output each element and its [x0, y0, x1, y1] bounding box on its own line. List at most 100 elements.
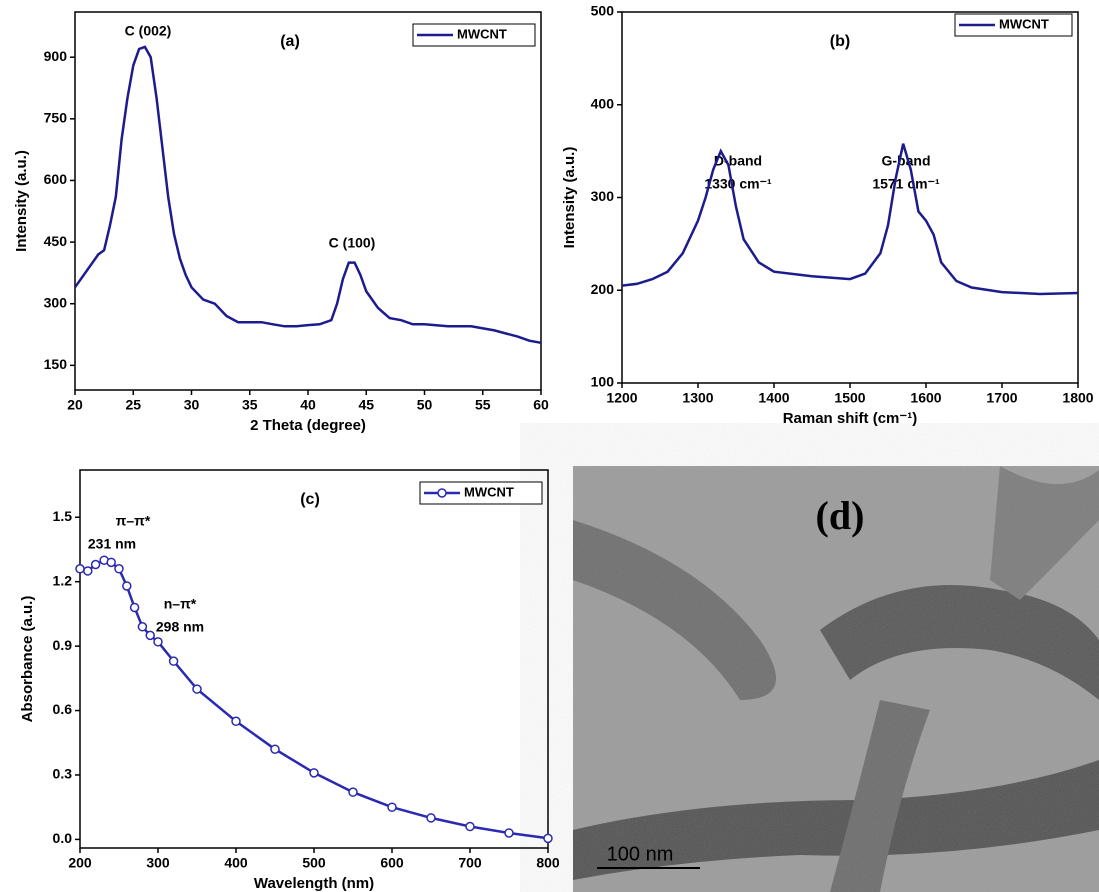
data-point [504, 828, 514, 838]
x-tick-label: 400 [224, 855, 248, 871]
x-tick-label: 500 [302, 855, 326, 871]
y-tick-label: 0.0 [53, 830, 73, 846]
panel: 200 300 400 500 600 700 800 0.0 0.3 0.6 0.9 1.2 1.5 W… [19, 469, 560, 892]
series-line [79, 558, 549, 840]
data-point [90, 559, 101, 570]
legend-label: MWCNT [999, 16, 1049, 31]
data-point [129, 602, 140, 613]
plot-frame [621, 11, 1079, 384]
x-tick-label: 55 [475, 397, 491, 413]
data-point [387, 802, 397, 812]
data-point [348, 787, 358, 797]
y-tick-label: 900 [44, 48, 68, 64]
data-point [75, 564, 85, 574]
x-tick-label: 60 [533, 397, 549, 413]
annotation: D-band [714, 153, 762, 169]
x-tick-label: 25 [125, 397, 141, 413]
x-tick-label: 35 [242, 397, 258, 413]
x-axis-label: 2 Theta (degree) [250, 417, 366, 434]
plot-frame [74, 11, 542, 391]
x-tick-label: 40 [300, 397, 316, 413]
panel-label: (b) [830, 33, 850, 50]
annotation: 298 nm [156, 619, 204, 635]
data-point [106, 557, 116, 568]
x-tick-label: 600 [380, 855, 404, 871]
data-point [114, 564, 124, 574]
x-tick-label: 50 [417, 397, 433, 413]
y-axis-label: Absorbance (a.u.) [19, 596, 36, 723]
x-tick-label: 30 [184, 397, 200, 413]
data-point [153, 637, 163, 647]
annotation: 1330 cm⁻¹ [704, 176, 772, 192]
legend-box [954, 13, 1073, 37]
y-axis-label: Intensity (a.u.) [561, 147, 578, 249]
x-tick-label: 700 [458, 855, 482, 871]
x-tick-label: 800 [536, 855, 560, 871]
x-tick-label: 1400 [758, 390, 789, 406]
x-tick-label: 300 [146, 855, 170, 871]
y-tick-label: 100 [591, 374, 615, 390]
data-point [309, 768, 319, 778]
x-tick-label: 1700 [986, 390, 1017, 406]
y-tick-label: 450 [44, 233, 68, 249]
annotation: 1571 cm⁻¹ [872, 176, 940, 192]
panel: 1200 1300 1400 1500 1600 1700 1800 100 200 300 400… [561, 3, 1094, 427]
x-tick-label: 200 [68, 855, 92, 871]
series-line [73, 45, 542, 345]
annotation: C (002) [125, 23, 172, 39]
data-point [137, 622, 148, 632]
y-tick-label: 300 [44, 294, 68, 310]
panel: 20 25 30 35 40 45 50 55 60 150 300 450 600 750 900 2 Th… [13, 11, 549, 434]
scale-bar-label: 100 nm [607, 843, 674, 865]
y-tick-label: 0.9 [53, 637, 73, 653]
legend-box [412, 23, 536, 47]
data-point [145, 630, 155, 641]
annotation: 231 nm [88, 536, 136, 552]
y-tick-label: 200 [591, 281, 615, 297]
x-tick-label: 20 [67, 397, 83, 413]
tem-image: (d) 100 nm [573, 466, 1099, 892]
legend-label: MWCNT [464, 484, 514, 499]
y-tick-label: 500 [591, 3, 615, 19]
y-tick-label: 0.3 [53, 766, 73, 782]
y-tick-label: 600 [44, 171, 68, 187]
x-axis-label: Wavelength (nm) [254, 875, 374, 892]
data-point [192, 684, 202, 694]
annotation: C (100) [329, 235, 376, 251]
data-point [543, 833, 553, 844]
data-point [465, 821, 475, 832]
tem-grain [573, 466, 1099, 892]
series-line [621, 143, 1079, 296]
x-tick-label: 1800 [1062, 390, 1093, 406]
data-point [168, 656, 179, 666]
legend-label: MWCNT [457, 26, 507, 41]
data-point [83, 566, 93, 576]
y-tick-label: 150 [44, 356, 68, 372]
legend-marker [437, 488, 447, 498]
x-tick-label: 1300 [682, 390, 713, 406]
panel-label: (d) [816, 493, 865, 538]
data-point [231, 716, 241, 727]
annotation: π–π* [116, 513, 151, 529]
x-tick-label: 45 [358, 397, 374, 413]
panel-label: (a) [280, 33, 300, 50]
data-point [270, 744, 280, 754]
x-tick-label: 1500 [834, 390, 865, 406]
x-tick-label: 1200 [606, 390, 637, 406]
y-tick-label: 1.5 [53, 508, 73, 524]
legend-box [419, 481, 543, 505]
panel-label: (c) [300, 491, 320, 508]
annotation: G-band [882, 153, 931, 169]
y-tick-label: 0.6 [53, 701, 73, 717]
y-tick-label: 400 [591, 95, 615, 111]
x-tick-label: 1600 [910, 390, 941, 406]
data-point [122, 581, 132, 591]
data-point [426, 813, 436, 823]
y-axis-label: Intensity (a.u.) [13, 150, 30, 252]
annotation: n–π* [164, 596, 197, 612]
x-axis-label: Raman shift (cm⁻¹) [783, 410, 918, 427]
y-tick-label: 750 [44, 110, 68, 126]
y-tick-label: 1.2 [53, 572, 73, 588]
y-tick-label: 300 [591, 188, 615, 204]
